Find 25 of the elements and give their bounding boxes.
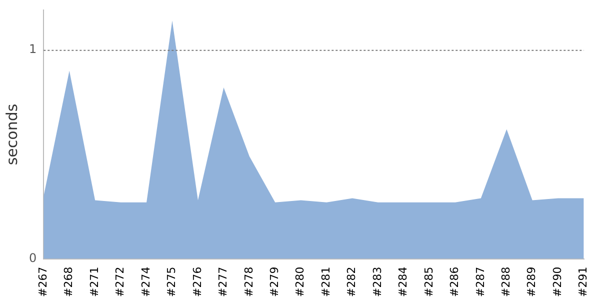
x-tick-label: #286 xyxy=(448,266,462,298)
x-tick-label: #274 xyxy=(139,266,152,298)
x-tick-label: #289 xyxy=(525,266,538,298)
x-tick-label: #268 xyxy=(62,266,76,298)
x-tick-label: #272 xyxy=(114,266,127,298)
x-tick-label: #278 xyxy=(242,266,256,298)
x-tick-label: #271 xyxy=(88,266,101,298)
x-tick-label: #276 xyxy=(190,266,204,298)
y-axis-title: seconds xyxy=(2,104,21,166)
x-tick-label: #284 xyxy=(396,266,410,298)
x-tick-label: #288 xyxy=(499,266,512,298)
y-tick-label: 0 xyxy=(28,250,37,265)
x-tick-label: #282 xyxy=(345,266,358,298)
x-tick-label: #275 xyxy=(165,266,178,298)
x-tick-label: #277 xyxy=(216,266,230,298)
x-tick-label: #283 xyxy=(370,266,384,298)
x-tick-label: #281 xyxy=(319,266,332,298)
x-tick-label: #287 xyxy=(474,266,487,298)
x-tick-label: #291 xyxy=(576,266,590,298)
x-tick-label: #279 xyxy=(268,266,281,298)
x-tick-label: #267 xyxy=(36,266,50,298)
x-tick-label: #285 xyxy=(422,266,436,298)
y-tick-label: 1 xyxy=(28,42,37,56)
x-tick-label: #290 xyxy=(550,266,564,298)
x-tick-label: #280 xyxy=(294,266,307,298)
